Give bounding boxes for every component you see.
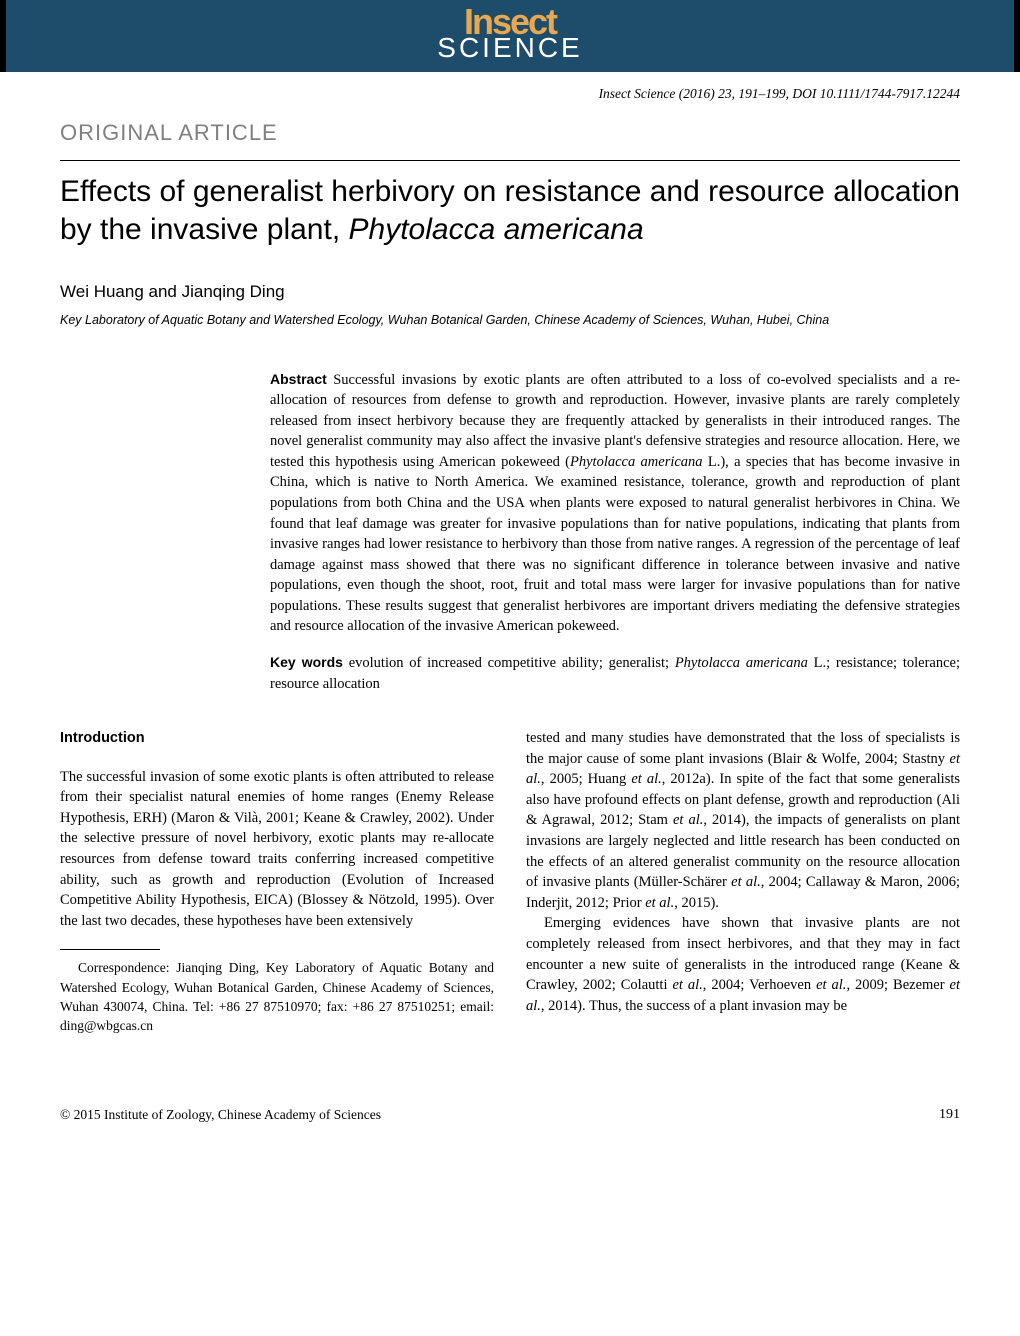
article-title: Effects of generalist herbivory on resis… bbox=[60, 173, 960, 248]
abstract-species-1: Phytolacca americana bbox=[570, 454, 703, 470]
page-number: 191 bbox=[939, 1107, 960, 1123]
article-type: ORIGINAL ARTICLE bbox=[60, 120, 960, 146]
keywords-species: Phytolacca americana bbox=[675, 655, 808, 671]
intro-p2-text-2: , 2004; Verhoeven bbox=[703, 977, 816, 993]
etal-7: et al. bbox=[816, 977, 846, 993]
keywords-paragraph: Key words evolution of increased competi… bbox=[270, 653, 960, 694]
keywords-text-1: evolution of increased competitive abili… bbox=[343, 655, 675, 671]
logo-bottom-text: SCIENCE bbox=[437, 32, 582, 64]
content-area: ORIGINAL ARTICLE Effects of generalist h… bbox=[0, 102, 1020, 1075]
affiliation: Key Laboratory of Aquatic Botany and Wat… bbox=[60, 312, 960, 330]
left-column: Introduction The successful invasion of … bbox=[60, 728, 494, 1035]
abstract-label: Abstract bbox=[270, 371, 327, 387]
citation-line: Insect Science (2016) 23, 191–199, DOI 1… bbox=[0, 72, 1020, 102]
title-divider bbox=[60, 160, 960, 161]
correspondence-divider bbox=[60, 949, 160, 950]
correspondence-text: Correspondence: Jianqing Ding, Key Labor… bbox=[60, 958, 494, 1035]
page-container: Insect SCIENCE Insect Science (2016) 23,… bbox=[0, 0, 1020, 1123]
title-species: Phytolacca americana bbox=[349, 213, 644, 246]
journal-banner: Insect SCIENCE bbox=[0, 0, 1020, 72]
intro-para-2: Emerging evidences have shown that invas… bbox=[526, 913, 960, 1016]
intro-p2-text-3: , 2009; Bezemer bbox=[846, 977, 949, 993]
keywords-label: Key words bbox=[270, 654, 343, 670]
right-column: tested and many studies have demonstrate… bbox=[526, 728, 960, 1035]
copyright-text: © 2015 Institute of Zoology, Chinese Aca… bbox=[60, 1107, 381, 1123]
body-columns: Introduction The successful invasion of … bbox=[60, 728, 960, 1035]
authors: Wei Huang and Jianqing Ding bbox=[60, 282, 960, 302]
etal-2: et al. bbox=[631, 771, 661, 787]
etal-5: et al. bbox=[645, 895, 674, 911]
intro-para-1-cont: tested and many studies have demonstrate… bbox=[526, 728, 960, 913]
intro-text-1: tested and many studies have demonstrate… bbox=[526, 730, 960, 767]
abstract-section: Abstract Successful invasions by exotic … bbox=[270, 370, 960, 695]
etal-6: et al. bbox=[672, 977, 702, 993]
abstract-text-2: L.), a species that has become invasive … bbox=[270, 454, 960, 635]
intro-text-2: , 2005; Huang bbox=[541, 771, 631, 787]
etal-4: et al. bbox=[731, 874, 761, 890]
etal-3: et al. bbox=[673, 812, 703, 828]
introduction-heading: Introduction bbox=[60, 728, 494, 749]
intro-text-6: , 2015). bbox=[674, 895, 719, 911]
intro-p2-text-4: , 2014). Thus, the success of a plant in… bbox=[541, 998, 847, 1014]
intro-para-1: The successful invasion of some exotic p… bbox=[60, 767, 494, 932]
journal-logo: Insect SCIENCE bbox=[437, 8, 582, 65]
page-footer: © 2015 Institute of Zoology, Chinese Aca… bbox=[0, 1107, 1020, 1123]
abstract-paragraph: Abstract Successful invasions by exotic … bbox=[270, 370, 960, 638]
